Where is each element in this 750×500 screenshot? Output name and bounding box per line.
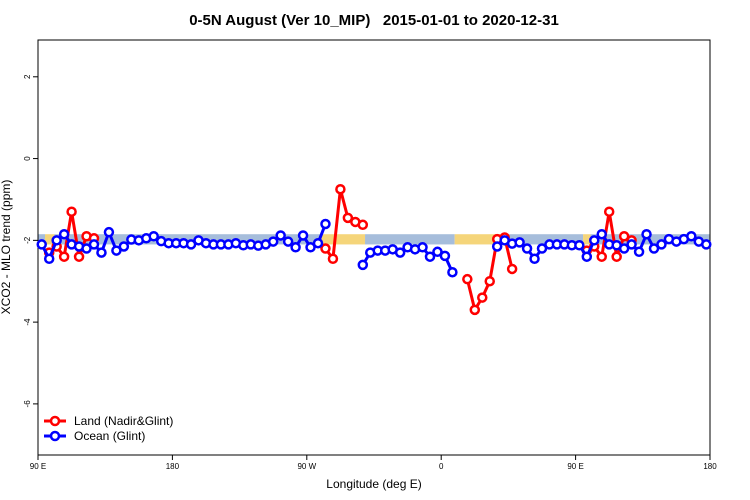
data-point — [282, 236, 294, 247]
y-tick-label: -4 — [23, 318, 32, 326]
data-point — [589, 235, 600, 246]
chart-title: 0-5N August (Ver 10_MIP) 2015-01-01 to 2… — [189, 12, 559, 29]
data-point — [394, 247, 406, 258]
x-tick-label: 90 E — [567, 462, 583, 471]
data-point — [656, 239, 667, 250]
data-point — [514, 237, 525, 248]
x-axis-label: Longitude (deg E) — [326, 477, 421, 491]
data-point — [529, 253, 540, 264]
y-tick-label: -2 — [23, 236, 32, 244]
data-point — [581, 251, 593, 262]
data-point — [342, 212, 354, 224]
data-point — [96, 247, 107, 258]
x-tick-label: 90 E — [30, 462, 46, 471]
data-point — [611, 251, 622, 262]
mask-strip — [45, 234, 55, 245]
legend-marker — [49, 430, 61, 442]
data-point — [320, 243, 331, 254]
mask-strip — [583, 234, 591, 245]
y-tick-label: 0 — [23, 156, 32, 161]
mask-strip — [54, 234, 321, 245]
data-point — [58, 251, 70, 262]
data-point — [484, 275, 495, 287]
data-point — [320, 218, 331, 230]
data-point — [469, 304, 481, 316]
data-point — [297, 230, 309, 241]
data-point — [701, 239, 712, 250]
mask-strip — [505, 234, 584, 245]
data-point — [506, 263, 518, 275]
mask-strip — [320, 234, 366, 245]
data-point — [51, 235, 62, 246]
data-point — [58, 228, 70, 240]
x-tick-label: 0 — [439, 462, 444, 471]
legend-label: Land (Nadir&Glint) — [74, 414, 173, 428]
data-point — [275, 230, 286, 241]
data-point — [327, 253, 339, 264]
mask-strip — [365, 234, 455, 245]
data-point — [357, 259, 369, 271]
data-point — [103, 226, 115, 238]
data-point — [73, 251, 85, 262]
x-tick-label: 90 W — [297, 462, 316, 471]
data-point — [462, 273, 473, 285]
x-tick-label: 180 — [703, 462, 717, 471]
data-point — [335, 183, 346, 195]
data-point — [596, 228, 607, 240]
data-point — [618, 243, 630, 254]
data-point — [536, 243, 548, 254]
data-point — [417, 242, 428, 253]
legend-marker — [49, 415, 61, 427]
mask-strip — [454, 234, 506, 245]
data-point — [686, 231, 697, 242]
data-point — [66, 206, 77, 217]
data-point — [88, 239, 100, 250]
data-point — [641, 228, 652, 240]
data-point — [81, 243, 92, 254]
y-tick-label: -6 — [23, 400, 32, 408]
data-point — [596, 251, 607, 262]
data-point — [633, 246, 645, 258]
x-tick-label: 180 — [166, 462, 180, 471]
data-point — [43, 253, 55, 264]
data-point — [439, 250, 451, 262]
legend-label: Ocean (Glint) — [74, 429, 145, 443]
data-point — [36, 239, 47, 250]
data-point — [447, 266, 458, 278]
data-point — [312, 237, 324, 249]
data-point — [267, 236, 279, 247]
data-point — [626, 239, 637, 250]
data-point — [648, 243, 660, 254]
y-tick-label: 2 — [23, 74, 32, 79]
data-point — [618, 231, 630, 242]
data-point — [424, 251, 436, 262]
data-point — [574, 240, 585, 251]
data-point — [432, 246, 443, 258]
data-point — [118, 241, 130, 252]
data-point — [185, 239, 197, 250]
data-point — [305, 242, 316, 253]
data-point — [603, 206, 615, 217]
y-axis-label: XCO2 - MLO trend (ppm) — [0, 180, 13, 315]
data-point — [148, 231, 159, 242]
data-point — [521, 243, 533, 254]
data-point — [111, 245, 122, 256]
data-point — [357, 219, 369, 231]
data-point — [477, 292, 488, 303]
data-point — [290, 242, 301, 253]
data-point — [491, 241, 503, 252]
